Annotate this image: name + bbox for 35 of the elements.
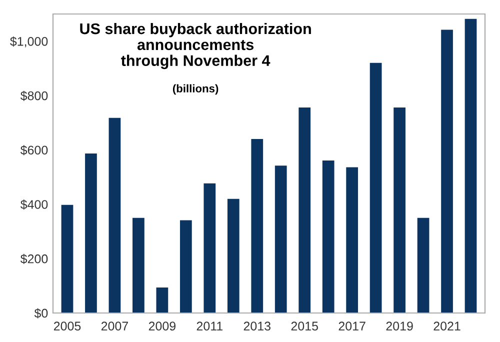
bar	[298, 108, 311, 313]
x-tick-label: 2021	[434, 322, 460, 331]
bar	[394, 108, 406, 313]
bar	[227, 198, 240, 313]
bar	[464, 18, 477, 313]
bar	[180, 220, 192, 313]
y-tick-label: $800	[20, 90, 48, 101]
x-tick-label: 2009	[148, 322, 176, 331]
y-tick-label: $200	[20, 254, 48, 264]
y-tick-label: $400	[20, 200, 48, 210]
bar	[132, 218, 144, 313]
bar	[274, 166, 287, 313]
y-tick-label: $1,000	[10, 36, 48, 48]
bar	[85, 153, 97, 313]
bar	[251, 139, 264, 313]
bar	[346, 167, 358, 313]
bar	[156, 287, 168, 313]
bar	[441, 30, 453, 313]
x-tick-label: 2007	[101, 322, 128, 331]
x-tick-label: 2019	[386, 322, 413, 331]
text: (billions)	[172, 84, 218, 95]
bar	[417, 218, 430, 313]
x-tick-label: 2011	[196, 322, 222, 331]
bar	[204, 183, 216, 313]
x-tick-label: 2013	[244, 322, 270, 331]
y-tick-label: $0	[34, 308, 48, 318]
y-tick-label: $600	[20, 145, 48, 156]
bar	[61, 204, 74, 313]
bar	[108, 118, 121, 313]
x-tick-label: 2017	[338, 322, 366, 331]
text: US share buyback authorization announcements through November 4	[80, 22, 311, 70]
bar	[322, 160, 334, 313]
bar	[370, 62, 382, 313]
x-tick-label: 2015	[291, 322, 318, 331]
x-tick-label: 2005	[54, 322, 81, 331]
